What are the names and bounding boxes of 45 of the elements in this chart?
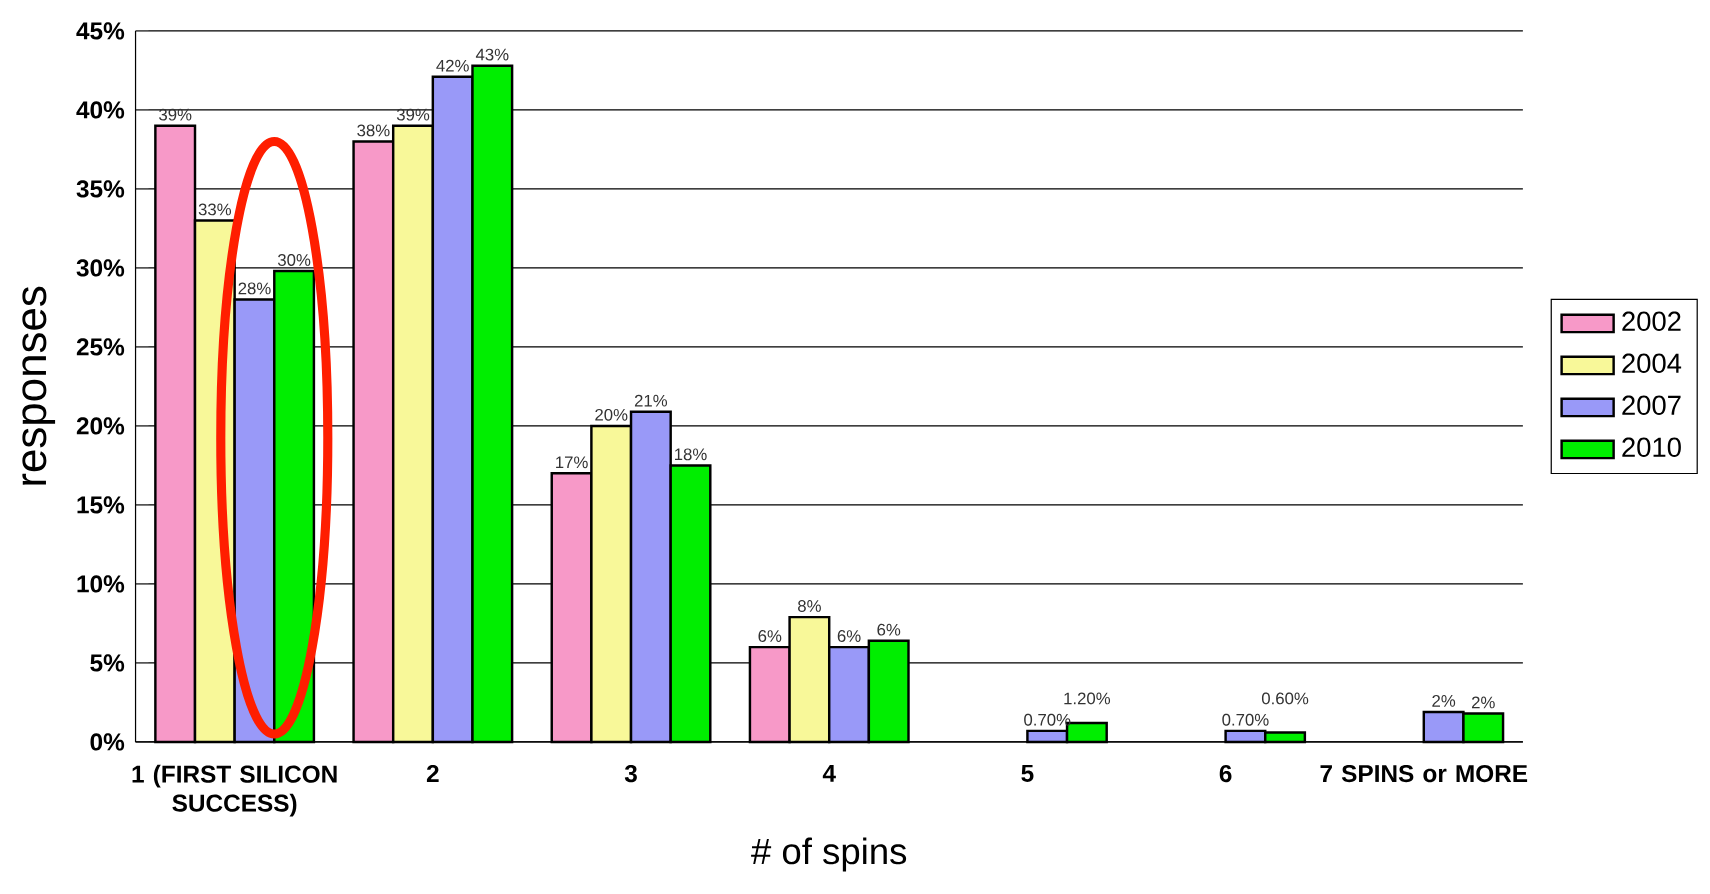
data-label: 6% [877, 623, 901, 636]
y-tick-label: 5% [90, 654, 125, 672]
x-axis-title: # of spins [751, 837, 907, 872]
data-label: 33% [198, 203, 232, 216]
data-label: 8% [798, 600, 821, 612]
data-label: 39% [396, 108, 430, 121]
data-label: 2% [1432, 694, 1456, 707]
data-label: 0.70% [1024, 713, 1071, 726]
data-label: 18% [675, 448, 707, 461]
y-tick-label: 30% [76, 259, 125, 277]
x-tick-label: 6 [1219, 764, 1232, 783]
data-label: 20% [595, 408, 628, 421]
data-label: 39% [159, 108, 192, 121]
data-label: 42% [436, 59, 469, 72]
y-tick-label: 20% [76, 417, 125, 435]
y-tick-label: 25% [76, 338, 125, 356]
legend-label: 2010 [1622, 437, 1681, 458]
y-tick-label: 40% [76, 101, 125, 119]
data-label: 0.70% [1222, 713, 1269, 726]
data-label: 6% [758, 630, 782, 642]
y-tick-label: 10% [77, 575, 125, 593]
data-label: 21% [634, 394, 668, 407]
data-label: 2% [1471, 696, 1495, 709]
y-axis-title: responses [22, 286, 56, 485]
y-tick-label: 15% [77, 496, 125, 514]
data-label: 0.60% [1261, 692, 1309, 705]
data-label: 17% [556, 456, 588, 469]
legend-label: 2002 [1622, 311, 1681, 332]
legend-label: 2007 [1622, 395, 1681, 416]
y-tick-label: 45% [76, 22, 125, 40]
legend-label: 2004 [1622, 353, 1682, 374]
x-tick-label: 3 [624, 764, 637, 783]
data-label: 38% [357, 124, 390, 137]
data-label: 30% [277, 254, 311, 266]
x-tick-label: 7 SPINS or MORE [1320, 764, 1528, 783]
data-label: 6% [837, 630, 861, 642]
x-tick-label: 5 [1021, 764, 1034, 782]
data-label: 43% [475, 48, 509, 61]
x-tick-label: 4 [822, 764, 836, 782]
data-label: 28% [238, 282, 271, 295]
x-tick-label: 1 (FIRST SILICON SUCCESS) [132, 764, 337, 817]
data-label: 1.20% [1064, 692, 1111, 705]
x-tick-label: 2 [426, 764, 439, 782]
y-tick-label: 35% [76, 180, 125, 198]
y-tick-label: 0% [90, 733, 125, 751]
